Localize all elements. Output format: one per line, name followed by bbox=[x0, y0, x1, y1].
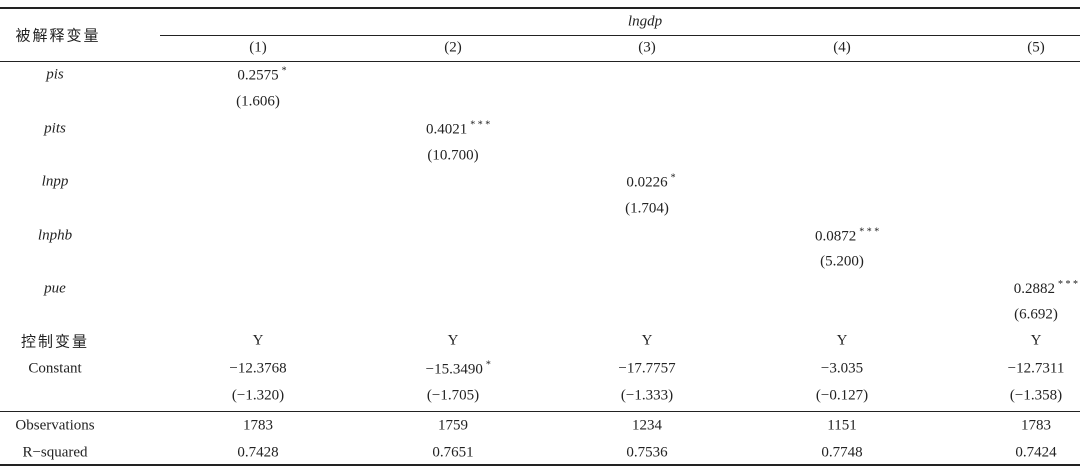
row-label: pits bbox=[44, 120, 66, 137]
cell: −12.3768 bbox=[229, 360, 287, 377]
cell: 1783 bbox=[243, 417, 273, 434]
coefficient: 0.4021 bbox=[426, 121, 468, 138]
top-rule bbox=[0, 7, 1080, 9]
cell: 1783 bbox=[1021, 417, 1051, 434]
header-rule bbox=[0, 61, 1080, 62]
coefficient: 0.2882 bbox=[1013, 281, 1055, 297]
coefficient: 0.0226 bbox=[626, 174, 668, 191]
row-label: lnpp bbox=[41, 173, 69, 190]
cell: Y bbox=[641, 332, 653, 349]
dep-var: lngdp bbox=[627, 13, 663, 30]
column-header: (3) bbox=[638, 39, 656, 56]
cell: (10.700) bbox=[427, 147, 479, 164]
cell: 0.0226 * bbox=[626, 173, 675, 192]
cell: −15.3490 * bbox=[426, 360, 491, 379]
stars: * bbox=[485, 359, 491, 371]
cell: (−1.333) bbox=[620, 387, 674, 404]
cell: −3.035 bbox=[820, 360, 864, 377]
column-header: (2) bbox=[444, 39, 462, 56]
cell: 0.7651 bbox=[432, 444, 474, 461]
row-label: lnphb bbox=[37, 227, 73, 244]
cell: 0.7428 bbox=[237, 444, 279, 461]
dep-label: 被解释变量 bbox=[15, 28, 101, 45]
cell: 0.7424 bbox=[1015, 444, 1057, 461]
cell: (−1.705) bbox=[426, 387, 480, 404]
coefficient: 0.2575 bbox=[237, 67, 279, 84]
cell: 0.0872 * * * bbox=[815, 227, 879, 246]
cell: (−0.127) bbox=[815, 387, 869, 404]
cell: 1234 bbox=[632, 417, 662, 434]
row-label: Constant bbox=[28, 360, 82, 377]
cell: (6.692) bbox=[1014, 306, 1058, 323]
stars: * * * bbox=[470, 119, 491, 131]
column-header: (4) bbox=[833, 39, 851, 56]
row-label: Observations bbox=[15, 417, 95, 434]
cell: Y bbox=[1030, 332, 1042, 349]
group-rule bbox=[160, 35, 1080, 36]
cell: (1.704) bbox=[625, 200, 669, 217]
cell: 0.7536 bbox=[626, 444, 668, 461]
bottom-rule bbox=[0, 464, 1080, 466]
row-label: R−squared bbox=[22, 444, 88, 461]
cell: Y bbox=[447, 332, 459, 349]
cell: Y bbox=[252, 332, 264, 349]
cell: 1759 bbox=[438, 417, 468, 434]
cell: (5.200) bbox=[820, 253, 864, 270]
cell: (−1.358) bbox=[1009, 387, 1063, 404]
coefficient: 0.0872 bbox=[815, 228, 857, 245]
stars: * * * bbox=[859, 226, 880, 238]
stars: * bbox=[670, 172, 676, 184]
row-label: pis bbox=[46, 66, 64, 83]
stars: * * * bbox=[1058, 279, 1078, 290]
cell: 0.4021 * * * bbox=[426, 120, 490, 139]
cell: 0.2575 * bbox=[237, 66, 286, 85]
row-label: 控制变量 bbox=[20, 334, 90, 351]
cell: 0.2882 * * * bbox=[1014, 279, 1078, 298]
cell: 0.7748 bbox=[821, 444, 863, 461]
cell: −12.7311 bbox=[1007, 360, 1065, 377]
cell: (−1.320) bbox=[231, 387, 285, 404]
column-header: (5) bbox=[1027, 39, 1045, 56]
cell: −17.7757 bbox=[618, 360, 676, 377]
stats-rule bbox=[0, 411, 1080, 412]
coefficient: −15.3490 bbox=[425, 361, 483, 378]
cell: 1151 bbox=[827, 417, 857, 434]
cell: Y bbox=[836, 332, 848, 349]
stars: * bbox=[281, 65, 287, 77]
column-header: (1) bbox=[249, 39, 267, 56]
row-label: pue bbox=[44, 280, 66, 297]
cell: (1.606) bbox=[236, 93, 280, 110]
